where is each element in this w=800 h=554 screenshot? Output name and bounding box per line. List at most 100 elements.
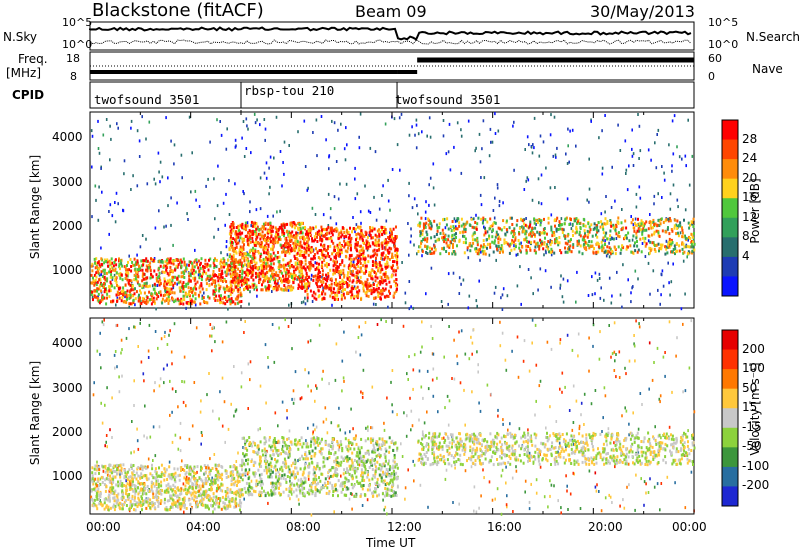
echo-band-4-cell [422, 238, 425, 241]
echo-band-1-cell [155, 273, 158, 277]
echo-band-4-cell [510, 248, 513, 252]
echo-band-1-cell [126, 268, 129, 272]
echo-band-2-cell [255, 288, 258, 292]
echo-band-3-cell [359, 235, 362, 239]
echo-band-2-cell [276, 273, 279, 277]
background-echo [691, 154, 694, 158]
echo-band-2-cell [286, 222, 289, 226]
echo-band-3-cell [321, 253, 323, 256]
echo-band-2-cell [272, 287, 275, 291]
echo-band-3-cell [388, 280, 391, 284]
echo-band-1-cell [119, 259, 122, 263]
background-echo [221, 340, 224, 344]
echo-band-2-cell [249, 265, 252, 269]
background-echo [334, 378, 337, 382]
echo-band-2-cell [271, 241, 274, 244]
echo-band-4-cell [544, 236, 546, 240]
background-echo [533, 146, 535, 150]
echo-band-1-cell [185, 284, 188, 288]
echo-band-1-cell [228, 263, 231, 267]
echo-band-4-cell [599, 225, 602, 229]
echo-band-4-cell [491, 228, 494, 232]
echo-band-4-cell [633, 229, 636, 233]
background-echo [432, 186, 435, 190]
echo-band-2-cell [282, 274, 284, 278]
background-echo [383, 421, 385, 425]
echo-band-2-cell [235, 251, 238, 255]
echo-band-4-cell [549, 243, 552, 247]
echo-band-1-cell [213, 292, 216, 296]
echo-band-1-cell [124, 291, 127, 295]
echo-band-1-cell [163, 270, 166, 274]
echo-band-1-cell [128, 268, 131, 272]
echo-band-1-cell [148, 284, 151, 288]
echo-band-4-cell [528, 224, 531, 228]
echo-band-1-cell [100, 257, 103, 261]
echo-band-4-cell [595, 228, 598, 232]
background-echo [360, 390, 362, 394]
background-echo [660, 436, 662, 440]
echo-band-4-cell [489, 242, 492, 246]
echo-band-1-cell [129, 258, 132, 261]
echo-band-3-cell [371, 226, 374, 230]
echo-band-2-cell [245, 227, 248, 231]
echo-band-4-cell [573, 217, 576, 221]
echo-band-4-cell [636, 244, 639, 248]
background-echo [477, 370, 479, 374]
echo-band-4-cell [681, 226, 683, 230]
echo-band-2-cell [281, 230, 284, 234]
echo-band-2-cell [273, 257, 276, 261]
background-echo [619, 149, 622, 152]
echo-band-4-cell [558, 220, 561, 224]
background-echo [130, 188, 132, 191]
background-echo [447, 302, 449, 306]
echo-band-4-cell [537, 244, 540, 248]
background-echo [368, 234, 370, 237]
echo-band-1-cell [227, 258, 230, 262]
echo-band-1-cell [142, 277, 145, 281]
echo-band-3-cell [385, 254, 388, 258]
background-echo [561, 371, 564, 375]
echo-band-4-cell [546, 243, 549, 247]
background-echo [265, 401, 267, 405]
background-echo [194, 303, 197, 307]
echo-band-2-cell [257, 272, 260, 276]
background-echo [509, 422, 511, 426]
echo-band-3-cell [349, 290, 352, 294]
echo-band-2-cell [291, 273, 294, 277]
echo-band-4-cell [569, 244, 572, 248]
background-echo [480, 176, 482, 179]
background-echo [566, 162, 569, 165]
background-echo [358, 325, 360, 329]
echo-band-1-cell [198, 286, 201, 290]
echo-band-4-cell [506, 230, 509, 234]
echo-band-4-cell [554, 218, 557, 222]
background-echo [631, 147, 633, 151]
echo-band-3-cell [325, 237, 328, 241]
background-echo [387, 178, 389, 182]
echo-band-3-cell [316, 232, 319, 236]
background-echo [459, 381, 462, 385]
background-echo [205, 184, 207, 188]
background-echo [528, 240, 531, 244]
echo-band-4-cell [471, 234, 474, 238]
echo-band-4-cell [602, 227, 605, 231]
background-echo [108, 489, 111, 493]
echo-band-4-cell [617, 245, 620, 249]
background-echo [475, 510, 478, 514]
background-echo [656, 346, 659, 350]
echo-band-4-cell [482, 245, 485, 249]
echo-band-3-cell [364, 259, 366, 263]
background-echo [406, 372, 408, 376]
echo-band-2-cell [297, 275, 300, 279]
echo-band-1-cell [168, 283, 171, 286]
echo-band-3-cell [328, 284, 331, 287]
echo-band-1-cell [113, 286, 116, 290]
background-echo [533, 116, 536, 120]
echo-band-3-cell [357, 241, 359, 245]
echo-band-2-cell [272, 274, 275, 278]
echo-band-1-cell [110, 273, 113, 277]
echo-band-1-cell [223, 258, 226, 262]
echo-band-2-cell [261, 263, 264, 267]
echo-band-1-cell [146, 276, 149, 280]
